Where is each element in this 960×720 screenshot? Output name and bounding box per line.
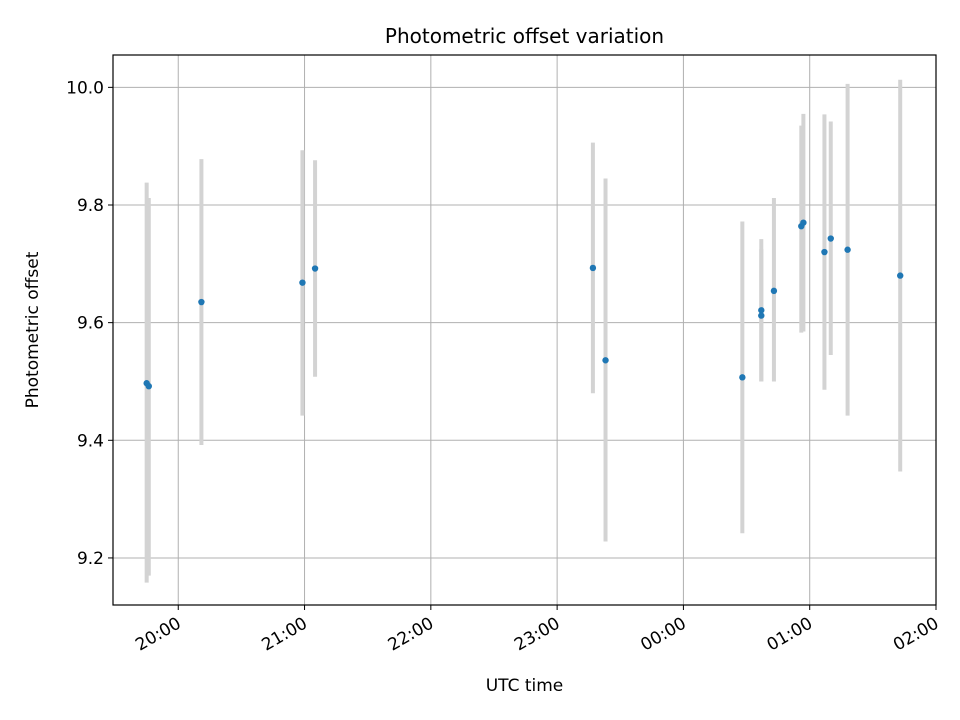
data-point	[821, 248, 828, 256]
grid-lines	[113, 55, 937, 605]
chart-title: Photometric offset variation	[385, 24, 664, 48]
data-point	[299, 279, 306, 286]
y-axis-ticks: 9.2 9.4 9.6 9.8 10.0	[66, 78, 113, 569]
y-tick-label: 9.4	[77, 431, 104, 451]
data-point	[827, 235, 834, 242]
y-axis-label: Photometric offset	[23, 251, 43, 408]
data-point	[589, 264, 597, 272]
x-axis-label: UTC time	[486, 676, 564, 696]
data-point	[758, 312, 765, 319]
data-point	[739, 374, 746, 381]
data-point	[897, 272, 904, 279]
data-point	[758, 307, 765, 314]
data-point	[311, 265, 319, 272]
data-point	[844, 246, 851, 253]
data-point	[145, 382, 152, 390]
y-tick-label: 10.0	[66, 78, 104, 98]
y-tick-label: 9.8	[77, 196, 104, 216]
data-point	[770, 287, 778, 295]
plot-frame	[112, 54, 937, 606]
y-tick-label: 9.6	[77, 314, 104, 334]
data-point	[198, 298, 205, 306]
data-point	[800, 219, 807, 226]
data-points	[143, 219, 904, 390]
y-tick-label: 9.2	[77, 549, 104, 569]
data-point	[602, 357, 609, 364]
